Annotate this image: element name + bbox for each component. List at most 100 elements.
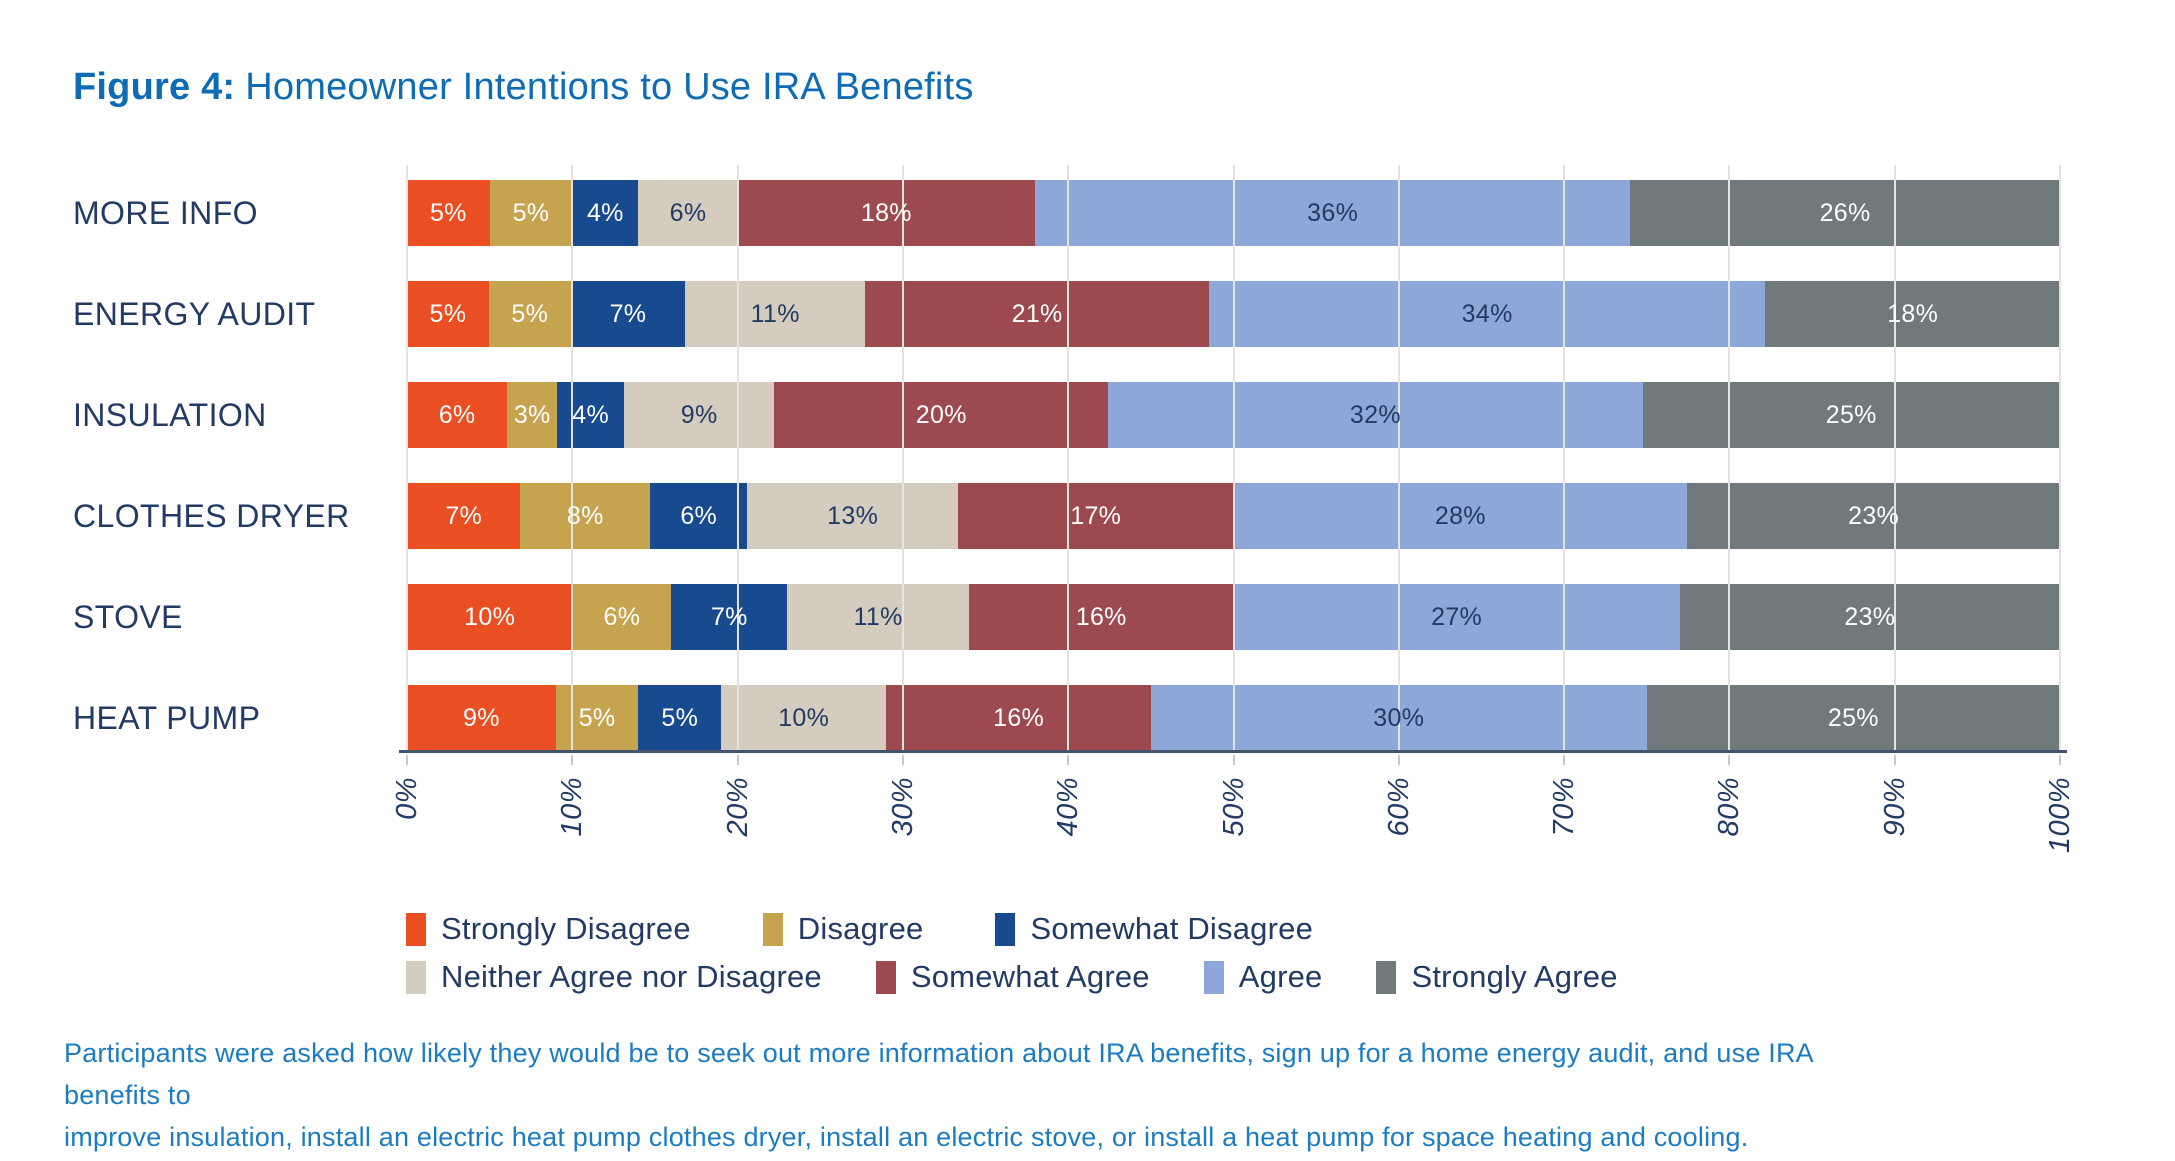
axis-tick: [571, 755, 574, 765]
bar-segment: 36%: [1035, 180, 1631, 246]
gridline: [1397, 165, 1400, 750]
legend-item: Agree: [1203, 959, 1323, 995]
legend-item: Somewhat Disagree: [995, 911, 1313, 947]
axis-tick: [1728, 755, 1731, 765]
bar-value-label: 34%: [1461, 299, 1513, 328]
bar-segment: 5%: [555, 685, 639, 751]
bar-segment: 7%: [570, 281, 686, 347]
bar-segment: 18%: [1765, 281, 2060, 347]
bar-value-label: 18%: [860, 198, 912, 227]
bar-value-label: 5%: [511, 299, 549, 328]
gridline: [901, 165, 904, 750]
bar-value-label: 5%: [512, 198, 550, 227]
gridline: [1893, 165, 1896, 750]
bar-value-label: 32%: [1349, 400, 1401, 429]
axis-tick: [2059, 755, 2061, 765]
x-tick-label: 0%: [391, 777, 423, 820]
figure-title-text: Homeowner Intentions to Use IRA Benefits: [245, 66, 974, 108]
gridline: [2059, 165, 2061, 750]
gridline: [736, 165, 739, 750]
bar-segment: 27%: [1233, 584, 1680, 650]
figure-number-label: Figure 4:: [73, 66, 236, 108]
gridline: [1232, 165, 1235, 750]
bar-row: 5% 5% 4% 6% 18% 36% 26%: [407, 180, 2060, 246]
bar-segment: 17%: [957, 483, 1234, 549]
x-tick-label: 20%: [721, 777, 754, 837]
bar-segment: 18%: [737, 180, 1036, 246]
x-tick-label: 30%: [886, 777, 919, 837]
legend-swatch: [1203, 960, 1224, 994]
x-tick-label: 70%: [1548, 777, 1581, 837]
bar-segment: 9%: [624, 382, 775, 448]
bar-segment: 21%: [865, 281, 1209, 347]
caption-line-2: improve insulation, install an electric …: [64, 1122, 1749, 1152]
axis-tick: [1893, 755, 1896, 765]
legend-swatch: [875, 960, 896, 994]
bar-value-label: 26%: [1819, 198, 1871, 227]
legend-item: Neither Agree nor Disagree: [406, 959, 822, 995]
gridline: [406, 165, 408, 750]
category-label: ENERGY AUDIT: [73, 295, 316, 332]
x-tick-label: 60%: [1382, 777, 1415, 837]
bar-segment: 3%: [507, 382, 558, 448]
axis-tick: [901, 755, 904, 765]
bar-segment: 6%: [572, 584, 672, 650]
bar-segment: 13%: [747, 483, 958, 549]
axis-tick: [1067, 755, 1070, 765]
bar-value-label: 6%: [438, 400, 476, 429]
bar-value-label: 16%: [993, 703, 1045, 732]
legend-label: Somewhat Agree: [910, 959, 1150, 994]
legend-item: Somewhat Agree: [875, 959, 1150, 995]
bar-value-label: 5%: [661, 703, 699, 732]
bar-segment: 5%: [488, 281, 571, 347]
bar-value-label: 9%: [680, 400, 718, 429]
bar-segment: 5%: [407, 180, 490, 246]
gridline: [1728, 165, 1731, 750]
category-label: CLOTHES DRYER: [73, 497, 350, 534]
bar-value-label: 5%: [578, 703, 616, 732]
bar-segment: 10%: [721, 685, 887, 751]
bar-value-label: 23%: [1844, 602, 1896, 631]
bar-value-label: 4%: [586, 198, 624, 227]
bar-segment: 11%: [685, 281, 866, 347]
bar-segment: 34%: [1208, 281, 1766, 347]
legend-item: Strongly Agree: [1376, 959, 1617, 995]
legend-swatch: [406, 912, 426, 946]
axis-tick: [406, 755, 408, 765]
bar-segment: 6%: [407, 382, 508, 448]
legend-label: Neither Agree nor Disagree: [441, 959, 822, 994]
bar-value-label: 7%: [445, 501, 483, 530]
bar-value-label: 23%: [1848, 501, 1900, 530]
axis-tick: [736, 755, 739, 765]
bar-segment: 4%: [557, 382, 625, 448]
x-tick-label: 40%: [1052, 777, 1085, 837]
x-tick-label: 50%: [1217, 777, 1250, 837]
legend-label: Disagree: [797, 911, 924, 946]
bar-value-label: 10%: [778, 703, 830, 732]
bar-value-label: 4%: [572, 400, 609, 429]
category-axis: MORE INFO ENERGY AUDIT INSULATION CLOTHES D…: [73, 165, 403, 751]
bar-value-label: 8%: [566, 501, 604, 530]
bar-value-label: 16%: [1075, 602, 1127, 631]
bar-value-label: 18%: [1887, 299, 1939, 328]
legend-swatch: [762, 912, 783, 946]
bar-value-label: 7%: [710, 602, 748, 631]
bar-value-label: 11%: [750, 299, 800, 328]
bar-value-label: 25%: [1825, 400, 1877, 429]
bar-segment: 11%: [787, 584, 969, 650]
legend-swatch: [995, 912, 1016, 946]
bar-value-label: 5%: [429, 198, 467, 227]
x-tick-label: 80%: [1713, 777, 1746, 837]
legend-label: Strongly Agree: [1411, 959, 1618, 994]
page-title: Figure 4: Homeowner Intentions to Use IRA…: [73, 64, 974, 110]
bar-segment: 25%: [1642, 382, 2060, 448]
bar-segment: 28%: [1233, 483, 1688, 549]
bar-segment: 32%: [1108, 382, 1643, 448]
bar-segment: 6%: [650, 483, 748, 549]
x-tick-label: 10%: [556, 777, 589, 837]
bar-value-label: 6%: [603, 602, 641, 631]
gridline: [1067, 165, 1070, 750]
bar-segment: 16%: [886, 685, 1151, 751]
x-tick-label: 90%: [1878, 777, 1911, 837]
bar-segment: 8%: [520, 483, 651, 549]
